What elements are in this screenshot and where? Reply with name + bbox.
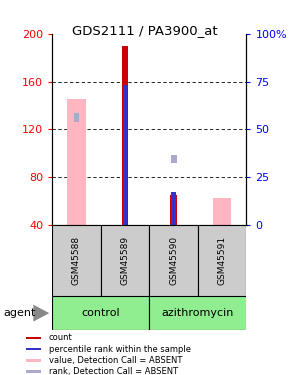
Bar: [52, 296, 149, 330]
Bar: [26, 359, 41, 362]
Text: GSM45591: GSM45591: [218, 236, 227, 285]
Bar: [213, 198, 231, 225]
Bar: [26, 370, 41, 373]
Bar: [101, 225, 149, 296]
Text: azithromycin: azithromycin: [162, 308, 234, 318]
Text: rank, Detection Call = ABSENT: rank, Detection Call = ABSENT: [49, 367, 178, 375]
Bar: [149, 225, 198, 296]
Text: control: control: [81, 308, 120, 318]
Polygon shape: [33, 304, 49, 322]
Text: count: count: [49, 333, 73, 342]
Bar: [26, 337, 41, 339]
Text: value, Detection Call = ABSENT: value, Detection Call = ABSENT: [49, 356, 182, 365]
Text: GSM45590: GSM45590: [169, 236, 178, 285]
Text: GSM45588: GSM45588: [72, 236, 81, 285]
Text: GDS2111 / PA3900_at: GDS2111 / PA3900_at: [72, 24, 218, 38]
Bar: [26, 348, 41, 350]
Bar: [171, 192, 176, 225]
Text: percentile rank within the sample: percentile rank within the sample: [49, 345, 191, 354]
Bar: [122, 46, 128, 225]
Text: GSM45589: GSM45589: [121, 236, 130, 285]
Bar: [52, 225, 101, 296]
Bar: [67, 99, 86, 225]
Text: agent: agent: [3, 308, 35, 318]
Bar: [198, 225, 246, 296]
Bar: [74, 113, 79, 122]
Bar: [171, 195, 177, 225]
Bar: [149, 296, 246, 330]
Bar: [123, 86, 128, 225]
Bar: [171, 155, 177, 164]
